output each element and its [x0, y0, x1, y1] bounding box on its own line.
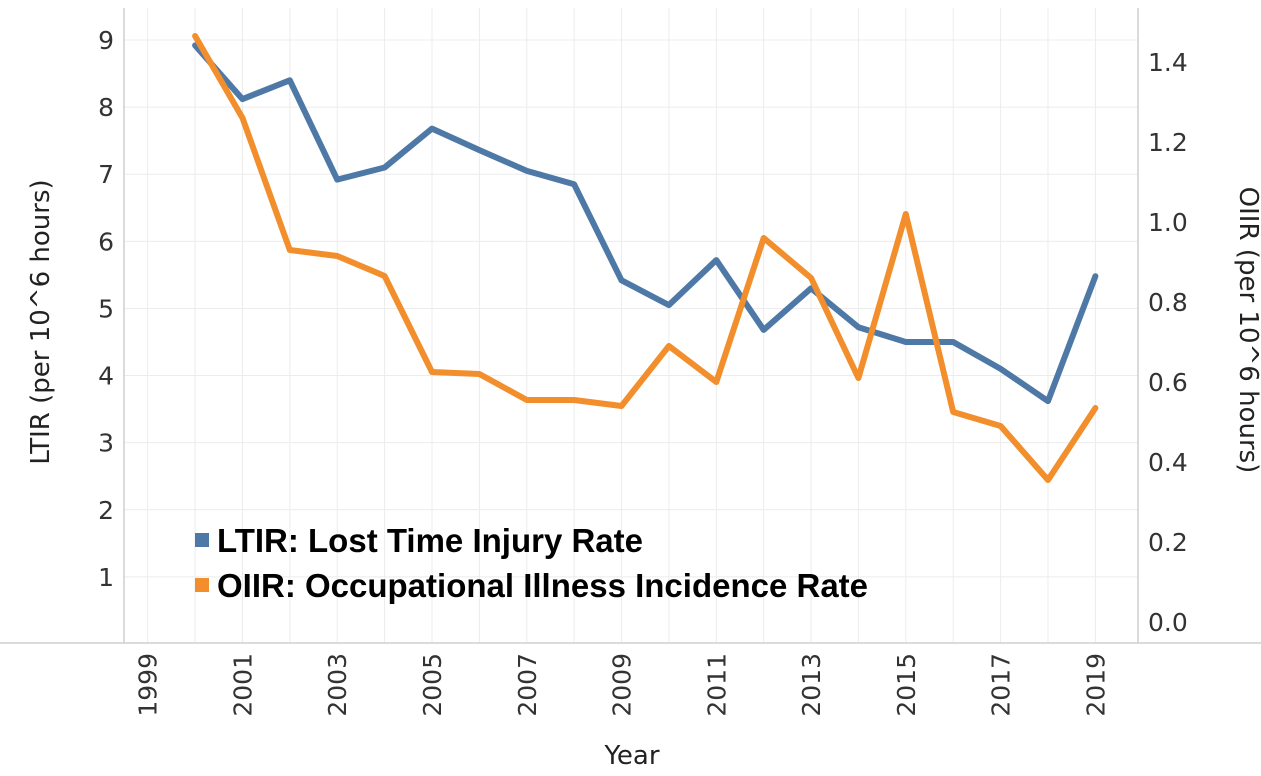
left-tick-label: 6	[98, 227, 114, 256]
right-axis-title: OIIR (per 10^6 hours)	[1233, 187, 1261, 474]
axes	[0, 8, 1261, 644]
right-tick-label: 0.0	[1148, 608, 1188, 637]
legend-swatch-ltir	[195, 533, 209, 547]
x-tick-label: 2003	[323, 653, 352, 717]
x-tick-label: 2019	[1081, 653, 1110, 717]
x-tick-label: 1999	[134, 653, 163, 717]
right-tick-label: 1.0	[1148, 208, 1188, 237]
right-tick-label: 0.4	[1148, 448, 1188, 477]
x-tick-label: 2007	[513, 653, 542, 717]
ltir-series-line	[192, 42, 1099, 405]
right-tick-label: 0.8	[1148, 288, 1188, 317]
oiir-series-line	[192, 33, 1099, 483]
x-tick-label: 2015	[892, 653, 921, 717]
x-tick-label: 2017	[987, 653, 1016, 717]
tick-labels: 1 2 3 4 5 6 7 8 9 0.0 0.2 0.4 0.6 0.8 1.0 1.2 1.4 1999 200…	[98, 26, 1188, 717]
series-group	[192, 33, 1099, 483]
left-tick-label: 3	[98, 429, 114, 458]
left-axis-title: LTIR (per 10^6 hours)	[26, 179, 56, 464]
left-tick-label: 2	[98, 496, 114, 525]
x-tick-label: 2013	[797, 653, 826, 717]
left-tick-label: 4	[98, 362, 114, 391]
legend: LTIR: Lost Time Injury Rate OIIR: Occupa…	[195, 522, 868, 604]
x-tick-label: 2005	[418, 653, 447, 717]
legend-label-oiir: OIIR: Occupational Illness Incidence Rat…	[217, 567, 868, 604]
legend-swatch-oiir	[195, 578, 209, 592]
x-tick-label: 2009	[608, 653, 637, 717]
left-tick-label: 1	[98, 563, 114, 592]
left-tick-label: 9	[98, 26, 114, 55]
right-tick-label: 1.2	[1148, 128, 1188, 157]
left-tick-label: 5	[98, 294, 114, 323]
legend-label-ltir: LTIR: Lost Time Injury Rate	[217, 522, 643, 559]
right-tick-label: 1.4	[1148, 48, 1188, 77]
x-axis-title: Year	[603, 741, 659, 771]
left-tick-label: 7	[98, 160, 114, 189]
right-tick-label: 0.6	[1148, 368, 1188, 397]
x-tick-label: 2011	[702, 653, 731, 717]
right-tick-label: 0.2	[1148, 528, 1188, 557]
x-tick-label: 2001	[228, 653, 257, 717]
left-tick-label: 8	[98, 93, 114, 122]
